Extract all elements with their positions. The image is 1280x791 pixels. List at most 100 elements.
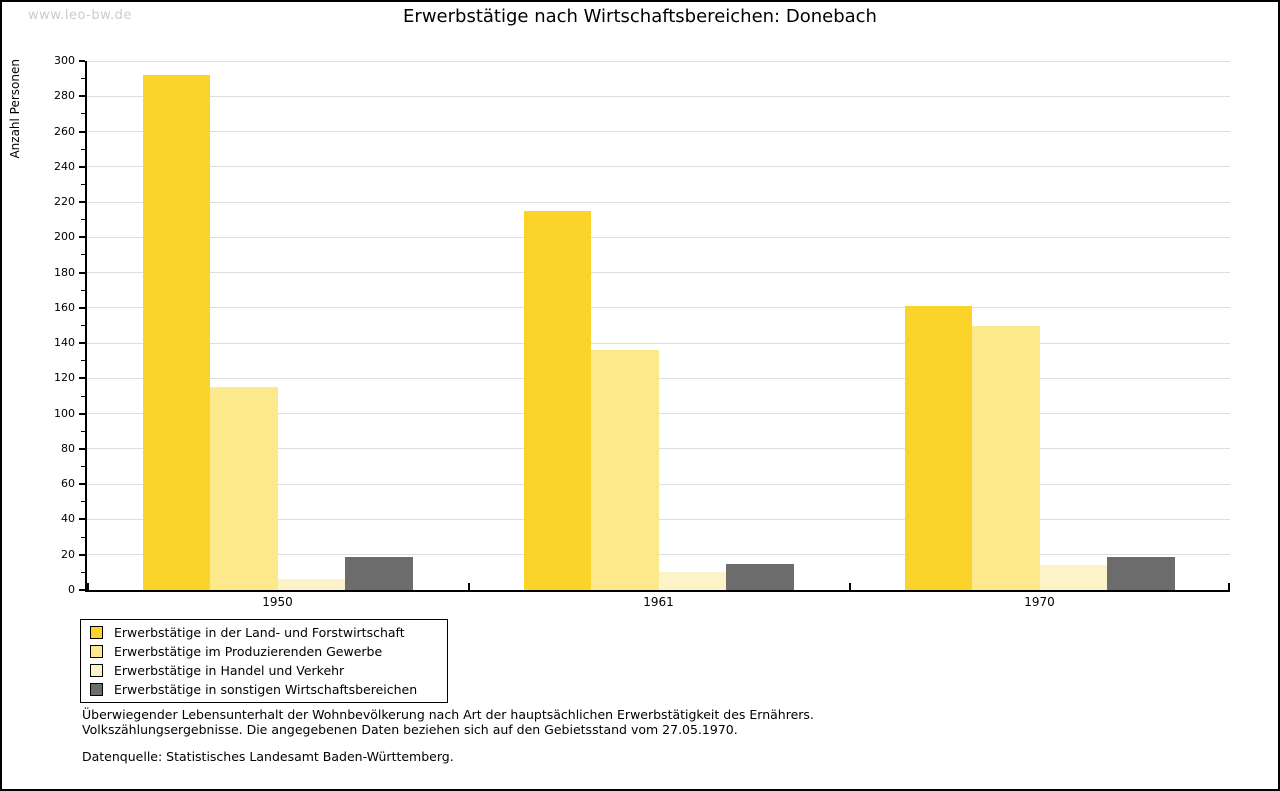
source-note: Datenquelle: Statistisches Landesamt Bad… <box>82 749 454 764</box>
y-minor-tick <box>81 536 85 538</box>
y-tick-label: 40 <box>61 512 75 526</box>
legend-item: Erwerbstätige in sonstigen Wirtschaftsbe… <box>90 680 441 699</box>
y-tick-label: 100 <box>54 406 75 420</box>
bar <box>658 572 726 590</box>
x-tick <box>1228 583 1230 590</box>
y-minor-tick <box>81 466 85 468</box>
x-tick <box>87 583 89 590</box>
y-minor-tick <box>81 254 85 256</box>
y-tick-label: 80 <box>61 441 75 455</box>
y-tick <box>79 518 85 521</box>
legend-swatch <box>90 683 103 696</box>
legend-swatch <box>90 626 103 639</box>
bar <box>142 75 210 590</box>
y-tick <box>79 130 85 133</box>
legend-label: Erwerbstätige im Produzierenden Gewerbe <box>114 644 383 659</box>
y-tick <box>79 306 85 309</box>
gridline <box>87 236 1230 238</box>
y-tick <box>79 236 85 239</box>
y-tick-label: 300 <box>54 54 75 67</box>
y-minor-tick <box>81 219 85 221</box>
y-tick <box>79 95 85 98</box>
y-tick <box>79 447 85 450</box>
legend-label: Erwerbstätige in sonstigen Wirtschaftsbe… <box>114 682 418 697</box>
y-minor-tick <box>81 395 85 397</box>
y-tick <box>79 377 85 380</box>
y-tick-label: 260 <box>54 124 75 138</box>
y-tick-label: 160 <box>54 300 75 314</box>
legend-label: Erwerbstätige in der Land- und Forstwirt… <box>114 625 405 640</box>
legend-item: Erwerbstätige in der Land- und Forstwirt… <box>90 623 441 642</box>
watermark: www.leo-bw.de <box>28 8 132 23</box>
gridline <box>87 201 1230 203</box>
footnote-line: Überwiegender Lebensunterhalt der Wohnbe… <box>82 707 814 722</box>
y-minor-tick <box>81 430 85 432</box>
y-axis-title: Anzahl Personen <box>8 59 22 159</box>
gridline <box>87 448 1230 450</box>
y-tick <box>79 60 85 62</box>
y-minor-tick <box>81 113 85 115</box>
gridline <box>87 518 1230 520</box>
gridline <box>87 95 1230 97</box>
y-minor-tick <box>81 501 85 503</box>
legend: Erwerbstätige in der Land- und Forstwirt… <box>80 619 448 703</box>
y-tick-label: 60 <box>61 477 75 491</box>
bar <box>726 563 794 590</box>
x-tick-label: 1970 <box>1024 595 1055 609</box>
gridline <box>87 554 1230 556</box>
x-tick <box>849 583 851 590</box>
bar <box>523 210 591 590</box>
y-tick-label: 0 <box>68 583 75 596</box>
y-tick <box>79 553 85 556</box>
y-minor-tick <box>81 148 85 150</box>
y-minor-tick <box>81 360 85 362</box>
gridline <box>87 483 1230 485</box>
legend-swatch <box>90 645 103 658</box>
y-tick-label: 220 <box>54 195 75 209</box>
x-tick-label: 1950 <box>262 595 293 609</box>
y-minor-tick <box>81 571 85 573</box>
x-tick <box>468 583 470 590</box>
y-minor-tick <box>81 183 85 185</box>
plot-area: 0 20 40 60 80 100 120 140 160 180 200 220 240 260 280 3… <box>54 54 1230 609</box>
footnotes: Überwiegender Lebensunterhalt der Wohnbe… <box>82 707 814 737</box>
y-tick-label: 200 <box>54 230 75 244</box>
y-tick-label: 280 <box>54 89 75 103</box>
y-tick <box>79 412 85 415</box>
y-minor-tick <box>81 78 85 80</box>
legend-swatch <box>90 664 103 677</box>
y-tick <box>79 589 85 591</box>
y-tick <box>79 165 85 168</box>
y-tick-label: 120 <box>54 371 75 385</box>
y-tick <box>79 342 85 345</box>
y-tick-label: 180 <box>54 265 75 279</box>
y-tick-label: 240 <box>54 159 75 173</box>
bar <box>277 579 345 590</box>
legend-item: Erwerbstätige in Handel und Verkehr <box>90 661 441 680</box>
y-tick-label: 20 <box>61 547 75 561</box>
x-tick-label: 1961 <box>643 595 674 609</box>
bar <box>972 325 1040 590</box>
y-minor-tick <box>81 325 85 326</box>
gridline <box>87 413 1230 415</box>
y-tick <box>79 271 85 274</box>
bar <box>210 387 278 590</box>
footnote-line: Volkszählungsergebnisse. Die angegebenen… <box>82 721 738 737</box>
bar <box>1107 556 1175 590</box>
gridline <box>87 307 1230 309</box>
chart-title: Erwerbstätige nach Wirtschaftsbereichen:… <box>403 6 877 27</box>
y-tick <box>79 201 85 204</box>
gridline <box>87 60 1230 62</box>
legend-label: Erwerbstätige in Handel und Verkehr <box>114 663 345 678</box>
y-minor-tick <box>81 289 85 291</box>
legend-item: Erwerbstätige im Produzierenden Gewerbe <box>90 642 441 661</box>
gridline <box>87 342 1230 344</box>
bar <box>345 556 413 590</box>
gridline <box>87 131 1230 133</box>
gridline <box>87 272 1230 274</box>
gridline <box>87 166 1230 168</box>
y-tick-label: 140 <box>54 336 75 350</box>
bar <box>904 306 972 590</box>
bar <box>1039 565 1107 590</box>
